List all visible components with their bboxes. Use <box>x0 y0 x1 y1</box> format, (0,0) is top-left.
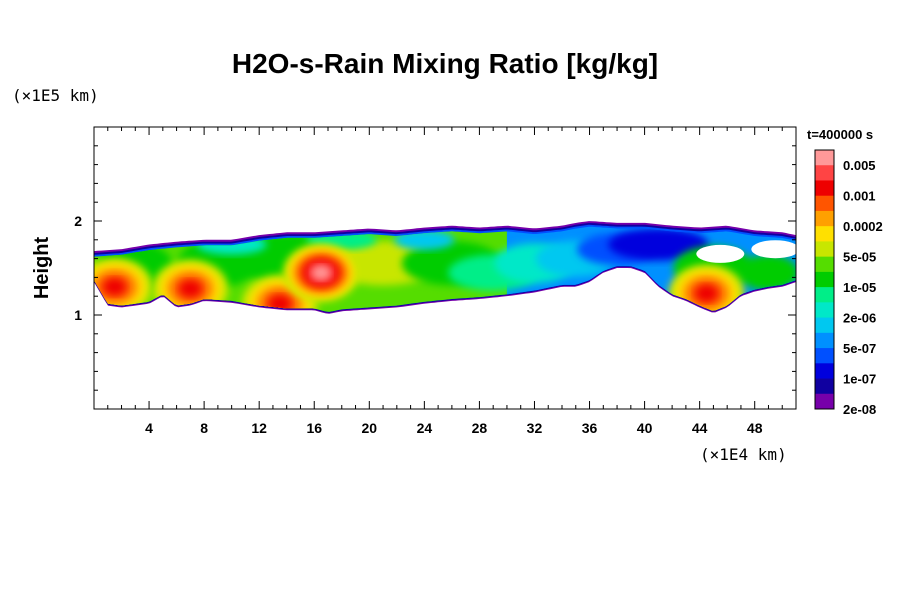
plot-frame <box>93 126 797 410</box>
colorbar-swatch <box>815 195 834 212</box>
x-tick-label: 32 <box>527 420 543 436</box>
colorbar-frame <box>814 149 835 410</box>
x-tick-label: 4 <box>145 420 153 436</box>
y-axis-label: Height <box>31 237 53 300</box>
x-tick-label: 44 <box>692 420 708 436</box>
colorbar-label: 0.0002 <box>843 219 883 234</box>
colorbar-swatch <box>815 180 834 197</box>
colorbar-label: 5e-07 <box>843 341 876 356</box>
y-tick-label: 1 <box>74 307 82 323</box>
field-blob <box>608 228 709 261</box>
field-blob <box>394 229 455 250</box>
colorbar-swatch <box>815 150 834 166</box>
colorbar-label: 0.001 <box>843 189 876 204</box>
cloud-gap <box>696 244 745 263</box>
convective-core <box>695 285 718 302</box>
cloud-gap <box>751 240 796 259</box>
colorbar-swatch <box>815 256 834 273</box>
x-tick-label: 20 <box>362 420 378 436</box>
x-tick-label: 48 <box>747 420 763 436</box>
chart-title: H2O-s-Rain Mixing Ratio [kg/kg] <box>232 48 658 79</box>
convective-core <box>103 278 126 295</box>
colorbar-swatch <box>815 363 834 379</box>
time-label: t=400000 s <box>807 127 873 142</box>
x-tick-label: 12 <box>251 420 267 436</box>
y-axis-unit: (×1E5 km) <box>12 86 99 105</box>
colorbar-swatch <box>815 271 834 288</box>
colorbar: 0.005 0.001 0.0002 5e-05 1e-05 2e-06 5e-07 1e-0… <box>814 149 883 417</box>
x-tick-label: 24 <box>417 420 433 436</box>
colorbar-label: 1e-05 <box>843 280 876 295</box>
colorbar-label: 5e-05 <box>843 250 876 265</box>
colorbar-swatch <box>815 165 834 181</box>
colorbar-swatch <box>815 378 834 395</box>
colorbar-swatch <box>815 348 834 364</box>
colorbar-swatch <box>815 210 834 227</box>
colorbar-swatch <box>815 226 834 242</box>
convective-core <box>312 265 330 280</box>
colorbar-swatch <box>815 317 834 334</box>
cloud-interior <box>94 226 796 312</box>
x-tick-label: 36 <box>582 420 598 436</box>
x-axis-unit: (×1E4 km) <box>700 445 787 464</box>
colorbar-label: 2e-06 <box>843 311 876 326</box>
x-tick-label: 16 <box>306 420 322 436</box>
field-blob <box>738 254 796 291</box>
colorbar-swatch <box>815 332 834 349</box>
colorbar-swatch <box>815 302 834 318</box>
colorbar-label: 2e-08 <box>843 402 876 417</box>
colorbar-swatch <box>815 287 834 303</box>
colorbar-label: 1e-07 <box>843 372 876 387</box>
x-tick-label: 8 <box>200 420 208 436</box>
colorbar-label: 0.005 <box>843 158 876 173</box>
x-tick-label: 40 <box>637 420 653 436</box>
x-tick-label: 28 <box>472 420 488 436</box>
heatmap-field <box>94 221 796 314</box>
colorbar-swatch <box>815 393 834 410</box>
convective-core <box>179 280 202 297</box>
cloud-interior-fill <box>94 226 796 312</box>
colorbar-swatch <box>815 241 834 258</box>
y-tick-label: 2 <box>74 213 82 229</box>
